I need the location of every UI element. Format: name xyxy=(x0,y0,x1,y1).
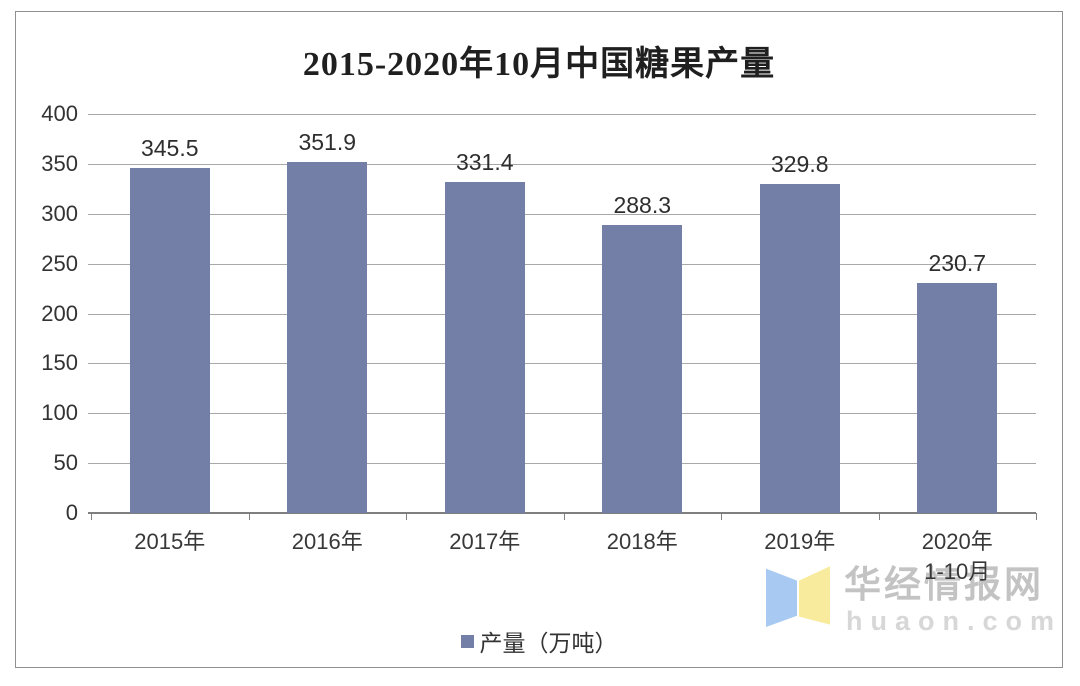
x-axis-tick xyxy=(1036,513,1037,520)
bar-2018年 xyxy=(602,225,683,513)
x-axis-tick xyxy=(563,513,565,520)
bar-2020年 xyxy=(917,282,998,513)
watermark-site-url: huaon.com xyxy=(846,606,1063,636)
bar-value-label: 331.4 xyxy=(455,149,514,176)
plot-area: 0 50 100 150 200 250 300 350 400 345.5 2015年 351.9 2… xyxy=(16,12,1062,667)
gridline xyxy=(88,163,1036,165)
x-axis-tick xyxy=(248,513,250,520)
gridline xyxy=(88,114,1036,115)
bar-2017年 xyxy=(444,182,525,513)
gridline xyxy=(88,413,1036,415)
x-tick-label: 2016年 xyxy=(291,529,363,554)
bar-value-label: 230.7 xyxy=(928,249,987,276)
bar-value-label: 351.9 xyxy=(298,128,357,155)
y-tick-label: 250 xyxy=(41,250,78,276)
gridline xyxy=(88,363,1036,365)
chart-title: 2015-2020年10月中国糖果产量 xyxy=(302,46,776,83)
x-tick-label: 2020年 1-10月 xyxy=(921,529,993,584)
y-tick-label: 100 xyxy=(41,400,78,426)
chart-frame: 2015-2020年10月中国糖果产量 0 50 100 150 200 250 300 35… xyxy=(15,11,1063,668)
x-axis-tick xyxy=(91,513,92,520)
bar-2015年 xyxy=(129,168,210,513)
huaon-logo-icon xyxy=(766,559,830,639)
y-tick-label: 0 xyxy=(65,500,78,525)
bar-value-label: 329.8 xyxy=(770,151,829,178)
x-tick-label: 2017年 xyxy=(449,529,521,554)
legend-marker-swatch xyxy=(460,634,474,648)
x-tick-label: 2015年 xyxy=(134,529,206,554)
y-tick-label: 150 xyxy=(41,350,78,376)
bar-value-label: 345.5 xyxy=(140,135,199,162)
y-tick-label: 350 xyxy=(41,150,78,176)
x-tick-label: 2019年 xyxy=(764,529,836,554)
y-tick-label: 50 xyxy=(53,450,78,476)
watermark: 华经情报网 huaon.com xyxy=(764,557,1054,647)
gridline xyxy=(88,313,1036,315)
bar-value-label: 288.3 xyxy=(613,192,672,219)
x-tick-label: 2018年 xyxy=(606,529,678,554)
x-axis-line xyxy=(88,512,1036,514)
x-axis-tick xyxy=(878,513,880,520)
gridline xyxy=(88,263,1036,265)
gridline xyxy=(88,463,1036,465)
x-axis-tick xyxy=(406,513,407,520)
bar-2016年 xyxy=(287,161,368,513)
y-tick-label: 200 xyxy=(41,300,78,326)
bar-2019年 xyxy=(759,184,840,513)
x-axis-tick xyxy=(721,513,722,520)
watermark-site-name: 华经情报网 xyxy=(844,564,1044,605)
y-tick-label: 400 xyxy=(41,101,78,126)
legend-series-label: 产量（万吨） xyxy=(479,630,618,656)
gridline xyxy=(88,213,1036,215)
y-tick-label: 300 xyxy=(41,200,78,226)
legend: 产量（万吨） xyxy=(16,624,1062,658)
